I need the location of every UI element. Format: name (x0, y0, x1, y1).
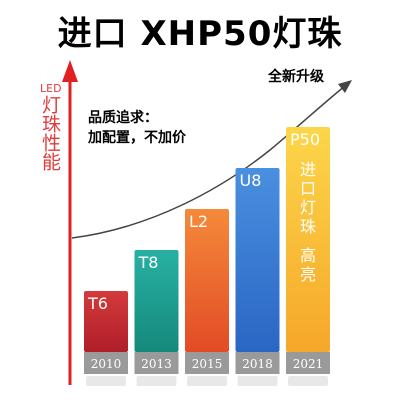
bar-t6 (84, 291, 128, 352)
year-base-2010 (84, 352, 128, 374)
trend-curve-arrowhead (338, 80, 352, 93)
year-base-2018 (235, 352, 280, 374)
year-label-2010: 2010 (91, 357, 122, 371)
year-label-2021: 2021 (293, 357, 324, 371)
trend-curve (71, 85, 346, 239)
bar-reflection-p50 (288, 376, 328, 386)
year-label-2013: 2013 (141, 357, 172, 371)
y-axis-label-led: LED (40, 82, 62, 95)
year-base-2013 (134, 352, 179, 374)
year-base-2021 (286, 352, 330, 374)
year-label-2015: 2015 (192, 357, 223, 371)
bar-l2 (185, 209, 229, 352)
bar-p50 (286, 127, 330, 352)
bar-highlight-text: 进口灯珠高亮 (300, 160, 316, 284)
bar-u8 (235, 168, 280, 352)
bar-label-p50: P50 (290, 130, 320, 149)
year-base-2015 (185, 352, 229, 374)
bar-reflection-t8 (136, 376, 177, 386)
bar-label-t6: T6 (87, 294, 108, 313)
page-title: 进口 XHP50灯珠 (57, 14, 343, 54)
upgrade-annotation: 全新升级 (268, 69, 324, 85)
quality-line-2: 加配置，不加价 (88, 130, 186, 146)
bar-reflection-l2 (187, 376, 227, 386)
quality-line-1: 品质追求： (88, 110, 158, 126)
bar-label-u8: U8 (240, 171, 262, 190)
y-axis-label: 灯珠性能 (39, 95, 61, 171)
bar-reflection-u8 (237, 376, 278, 386)
bar-label-t8: T8 (138, 253, 159, 272)
quality-annotation: 品质追求： 加配置，不加价 (88, 108, 186, 148)
year-label-2018: 2018 (242, 357, 273, 371)
y-axis-arrowhead (62, 60, 78, 82)
bar-reflection-t6 (86, 376, 126, 386)
bar-label-l2: L2 (189, 212, 208, 231)
bar-t8 (134, 250, 179, 352)
